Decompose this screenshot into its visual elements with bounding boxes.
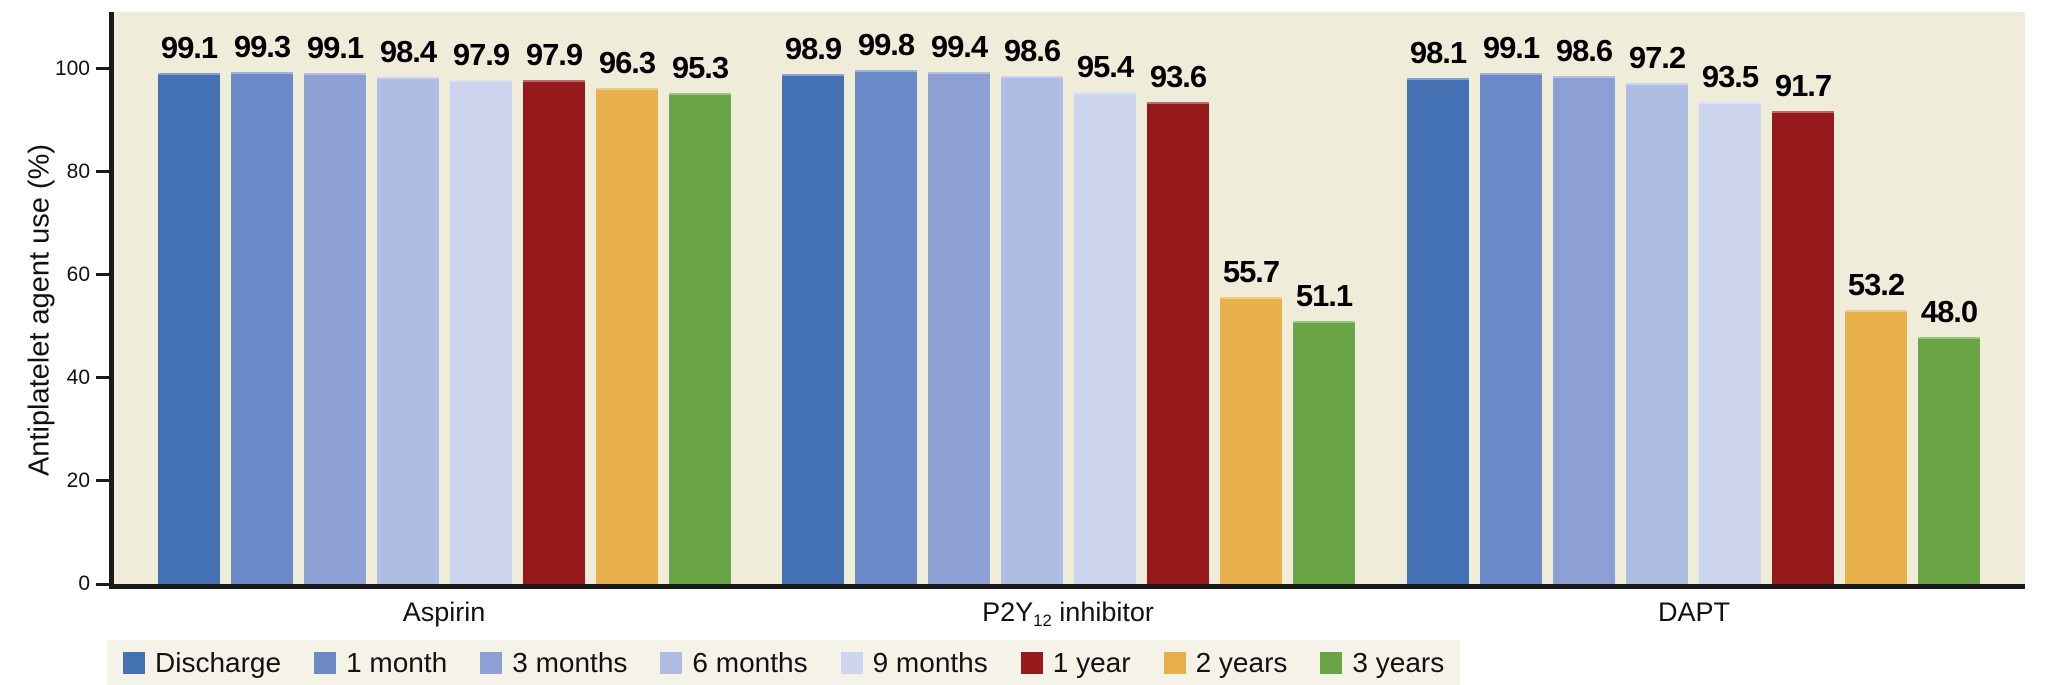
bar [1407,78,1469,584]
bar-value-label: 97.2 [1628,40,1686,75]
legend-swatch [314,651,337,674]
bar-value-label: 97.9 [452,37,510,72]
subscript: 12 [1033,610,1052,630]
legend-label: 1 year [1052,646,1131,678]
legend-item: 3 years [1320,647,1444,679]
legend-item: 2 years [1163,646,1288,679]
bar [377,77,439,584]
legend-swatch [660,651,683,674]
bar [1074,92,1136,584]
bar-value-label: 98.6 [1555,33,1613,68]
bar-value-label: 96.3 [598,45,656,80]
legend-label: Discharge [155,646,282,678]
bar [596,88,658,584]
bar [782,74,844,584]
y-tick-label: 60 [66,262,90,286]
legend-label: 9 months [872,646,988,678]
legend-swatch [1163,651,1186,674]
y-tick-mark [96,582,109,586]
legend-swatch [480,651,503,674]
legend-label: 3 years [1352,646,1445,678]
bar-value-label: 99.1 [1482,30,1540,65]
y-tick-mark [96,376,109,380]
legend-label: 6 months [692,646,808,678]
legend-label: 1 month [346,646,448,678]
bar [304,73,366,584]
y-tick-mark [96,273,109,277]
bar [1001,76,1063,584]
bar-value-label: 99.4 [930,29,988,64]
bar [1918,337,1980,584]
bar [1626,83,1688,584]
legend-swatch [840,651,863,674]
bar [1699,102,1761,584]
bar [1553,76,1615,584]
legend-swatch [1020,651,1043,674]
legend-item: 3 months [480,647,627,679]
y-tick-label: 20 [66,468,90,492]
bar-value-label: 55.7 [1222,254,1280,289]
bar [928,72,990,584]
bar-value-label: 53.2 [1847,267,1905,302]
legend-swatch [1320,651,1343,674]
bar-value-label: 95.4 [1076,49,1134,84]
bar-value-label: 93.6 [1149,59,1207,94]
bar-value-label: 98.1 [1409,35,1467,70]
y-tick-label: 100 [54,56,90,80]
bar [158,73,220,584]
bar [450,80,512,584]
bar [1220,297,1282,584]
y-axis: 0 20 40 60 80 100 [0,12,109,594]
category-label: P2Y12 inhibitor [982,597,1154,630]
legend: Discharge 1 month 3 months 6 months 9 months… [107,640,1461,685]
bar [1845,310,1907,584]
y-tick-label: 80 [66,159,90,183]
legend-item: 1 month [314,647,447,679]
legend-item: 6 months [660,646,808,679]
bar [669,93,731,584]
bar [231,72,293,584]
legend-label: 2 years [1195,646,1288,678]
legend-swatch [123,651,145,674]
y-tick-label: 0 [78,572,90,595]
legend-item: 1 year [1020,646,1131,679]
bar [1147,102,1209,584]
bar [1293,321,1355,584]
legend-item: Discharge [123,647,281,679]
bar [1772,111,1834,584]
bar [523,80,585,584]
bar-value-label: 91.7 [1774,68,1832,103]
bar-value-label: 97.9 [525,37,583,72]
bar-value-label: 98.6 [1003,33,1061,68]
bar [1480,73,1542,584]
bar-value-label: 98.4 [379,34,437,69]
bar-value-label: 93.5 [1701,59,1759,94]
bar-value-label: 99.1 [306,30,364,65]
y-tick-mark [96,479,109,483]
bar-value-label: 99.3 [233,29,291,64]
y-tick-mark [96,170,109,174]
bar-value-label: 95.3 [671,50,729,85]
bar-value-label: 98.9 [784,31,842,66]
bar-value-label: 99.1 [160,30,218,65]
legend-item: 9 months [840,646,988,679]
y-tick-mark [96,67,109,71]
bar-value-label: 51.1 [1295,278,1353,313]
bar [855,70,917,584]
bar-value-label: 99.8 [857,27,915,62]
category-label: DAPT [1657,597,1731,627]
bar-value-label: 48.0 [1920,294,1978,329]
category-label: Aspirin [402,597,486,627]
plot-area: 99.1 99.3 99.1 98.4 97.9 97.9 96.3 95.3 98.9 99.8… [109,12,2025,589]
legend-label: 3 months [512,646,628,678]
y-tick-label: 40 [66,365,90,389]
